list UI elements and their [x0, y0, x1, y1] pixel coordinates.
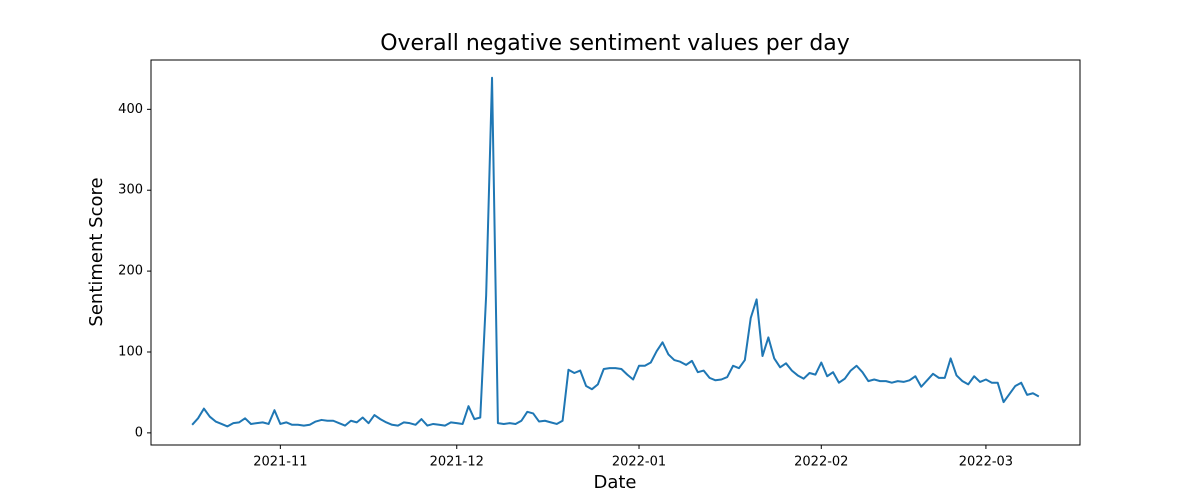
- y-tick-label: 100: [118, 344, 143, 359]
- chart-title: Overall negative sentiment values per da…: [380, 31, 850, 56]
- x-tick-label: 2021-12: [430, 455, 484, 470]
- y-axis-label: Sentiment Score: [86, 177, 107, 326]
- data-line: [191, 76, 1040, 428]
- y-tick-label: 400: [118, 102, 143, 117]
- y-tick-label: 0: [135, 425, 143, 440]
- x-tick-label: 2022-02: [794, 455, 848, 470]
- x-tick-label: 2021-11: [253, 455, 307, 470]
- y-tick-label: 200: [118, 264, 143, 279]
- y-tick-label: 300: [118, 183, 143, 198]
- x-tick-label: 2022-01: [612, 455, 666, 470]
- plot-frame: [150, 59, 1081, 446]
- x-tick-label: 2022-03: [959, 455, 1013, 470]
- x-axis-label: Date: [593, 472, 636, 493]
